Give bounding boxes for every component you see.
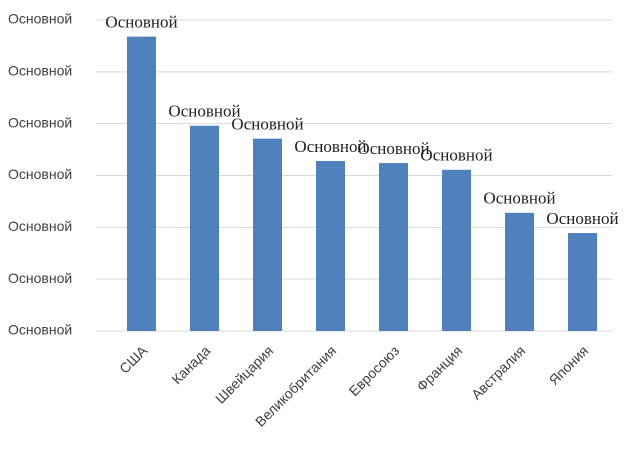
data-label: Основной	[483, 189, 555, 208]
data-label: Основной	[294, 137, 366, 156]
bar	[253, 138, 282, 331]
bar	[127, 36, 156, 331]
y-tick-label: Основной	[8, 166, 72, 182]
y-tick-label: Основной	[8, 270, 72, 286]
data-label: Основной	[420, 146, 492, 165]
data-label: Основной	[357, 139, 429, 158]
bar	[505, 212, 534, 331]
x-tick-label: Швейцария	[212, 342, 276, 406]
x-tick-label: Евросоюз	[346, 342, 403, 399]
y-tick-label: Основной	[8, 11, 72, 27]
x-tick-label: Канада	[168, 342, 213, 387]
bar	[190, 125, 219, 332]
bar	[316, 160, 345, 331]
data-label: Основной	[546, 209, 618, 228]
y-tick-label: Основной	[8, 218, 72, 234]
y-tick-label: Основной	[8, 114, 72, 130]
y-tick-label: Основной	[8, 63, 72, 79]
bar	[379, 163, 408, 331]
x-tick-label: Австралия	[468, 342, 528, 402]
x-tick-label: США	[116, 342, 151, 377]
data-label: Основной	[168, 102, 240, 121]
x-tick-label: Япония	[546, 342, 592, 388]
bar	[568, 233, 597, 331]
data-label: Основной	[105, 12, 177, 31]
bar	[442, 169, 471, 331]
y-tick-label: Основной	[8, 322, 72, 338]
data-label: Основной	[231, 115, 303, 134]
x-tick-label: Франция	[413, 342, 465, 394]
